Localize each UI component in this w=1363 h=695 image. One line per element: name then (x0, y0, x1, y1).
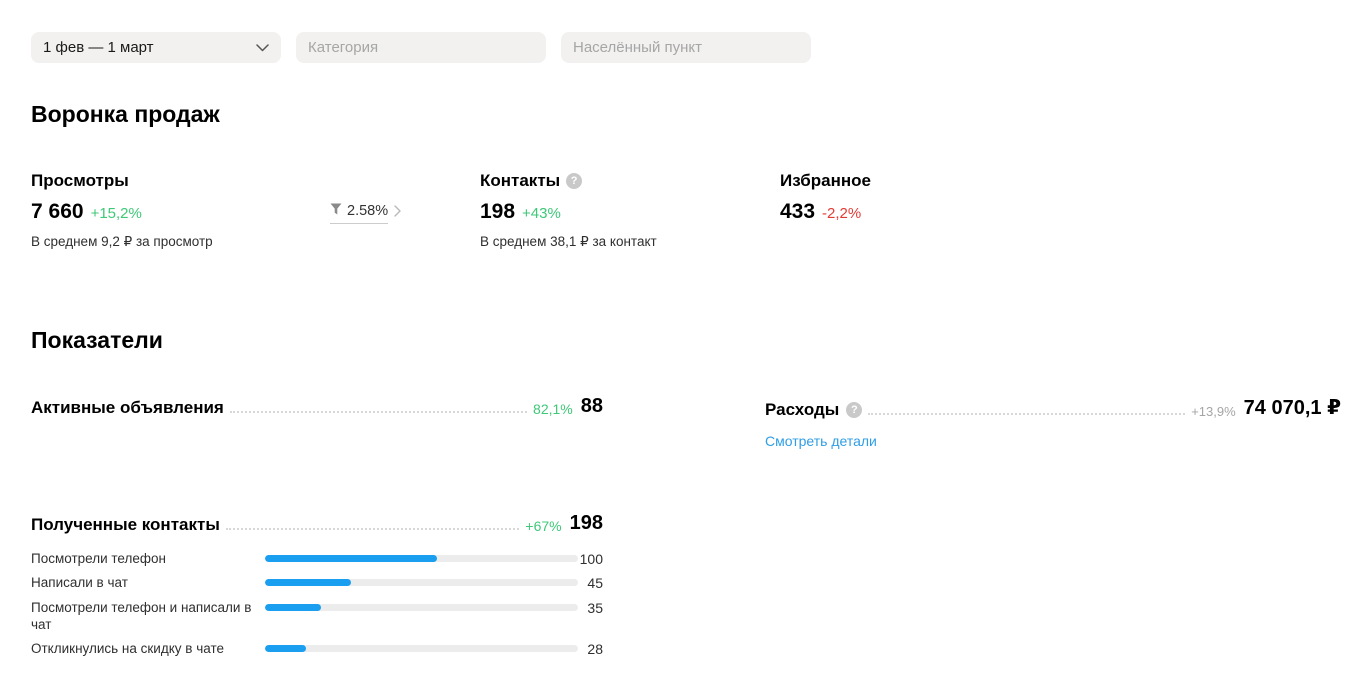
active-listings-metric: Активные объявления 82,1% 88 (31, 395, 603, 418)
date-range-value: 1 фев — 1 март (43, 39, 154, 56)
bar-row-chat-messages: Написали в чат 45 (31, 574, 603, 591)
favorites-stat: Избранное 433 -2,2% (780, 171, 871, 224)
expenses-details-link[interactable]: Смотреть детали (765, 433, 877, 449)
bar-row-phone-and-chat: Посмотрели телефон и написали в чат 35 (31, 599, 603, 634)
bar-row-discount-responses: Откликнулись на скидку в чате 28 (31, 640, 603, 657)
funnel-filter-icon (330, 202, 342, 220)
dotted-leader (225, 528, 520, 530)
favorites-delta: -2,2% (822, 205, 862, 222)
dotted-leader (868, 413, 1186, 415)
views-label: Просмотры (31, 171, 129, 190)
metrics-section-title: Показатели (31, 327, 163, 353)
bar-track (265, 579, 578, 587)
filter-bar: 1 фев — 1 март (31, 32, 811, 63)
bar-track (265, 603, 578, 611)
bar-fill (265, 555, 438, 562)
received-contacts-metric: Полученные контакты +67% 198 (31, 512, 603, 535)
dotted-leader (229, 411, 528, 413)
active-listings-value: 88 (580, 395, 603, 417)
location-input[interactable] (561, 32, 811, 63)
contacts-help-icon[interactable]: ? (566, 173, 583, 189)
conversion-value: 2.58% (347, 203, 389, 219)
expenses-delta: +13,9% (1191, 404, 1236, 419)
bar-row-phone-views: Посмотрели телефон 100 (31, 550, 603, 567)
contacts-delta: +43% (522, 205, 561, 222)
date-range-select[interactable]: 1 фев — 1 март (31, 32, 281, 63)
contacts-value: 198 (480, 200, 516, 223)
views-to-contacts-conversion[interactable]: 2.58% (330, 202, 401, 224)
bar-value: 35 (587, 599, 603, 616)
funnel-section-title: Воронка продаж (31, 101, 220, 127)
expenses-help-icon[interactable]: ? (846, 402, 863, 418)
bar-track (265, 645, 578, 653)
bar-label: Посмотрели телефон (31, 551, 166, 566)
expenses-label: Расходы (765, 400, 840, 419)
contacts-label: Контакты (480, 171, 561, 190)
views-stat: Просмотры 7 660 +15,2% В среднем 9,2 ₽ з… (31, 171, 213, 250)
favorites-value: 433 (780, 200, 816, 223)
active-listings-percent: 82,1% (533, 401, 573, 417)
bar-fill (265, 645, 306, 653)
bar-value: 45 (587, 575, 603, 592)
views-delta: +15,2% (90, 205, 142, 222)
active-listings-label: Активные объявления (31, 398, 224, 417)
expenses-metric: Расходы ? +13,9% 74 070,1 ₽ Смотреть дет… (765, 395, 1341, 451)
bar-label: Посмотрели телефон и написали в чат (31, 599, 252, 632)
views-value: 7 660 (31, 200, 84, 223)
received-contacts-label: Полученные контакты (31, 515, 220, 534)
contacts-breakdown-chart: Посмотрели телефон 100 Написали в чат 45… (31, 550, 603, 664)
contacts-stat: Контакты ? 198 +43% В среднем 38,1 ₽ за … (480, 171, 657, 250)
funnel-stats-row: Просмотры 7 660 +15,2% В среднем 9,2 ₽ з… (31, 171, 1363, 256)
bar-fill (265, 603, 322, 611)
contacts-subtext: В среднем 38,1 ₽ за контакт (480, 234, 657, 249)
bar-fill (265, 579, 352, 587)
received-contacts-value: 198 (569, 512, 603, 534)
bar-label: Написали в чат (31, 575, 128, 591)
bar-track (265, 555, 578, 562)
expenses-value: 74 070,1 ₽ (1243, 397, 1341, 419)
category-input[interactable] (296, 32, 546, 63)
chevron-right-icon (394, 204, 401, 222)
chevron-down-icon (256, 39, 269, 56)
views-subtext: В среднем 9,2 ₽ за просмотр (31, 234, 213, 249)
received-contacts-delta: +67% (525, 518, 562, 534)
bar-label: Откликнулись на скидку в чате (31, 641, 224, 657)
bar-value: 28 (587, 641, 603, 658)
bar-value: 100 (579, 551, 603, 567)
favorites-label: Избранное (780, 171, 871, 190)
